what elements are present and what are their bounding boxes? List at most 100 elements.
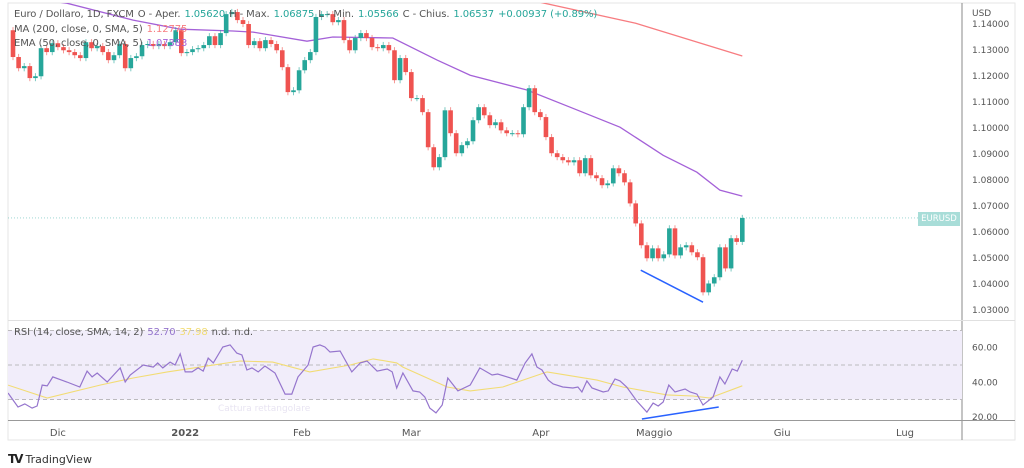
candle-body <box>498 122 504 131</box>
rsi-legend[interactable]: RSI (14, close, SMA, 14, 2) 52.70 37.98 n.d… <box>14 327 257 338</box>
candle-body <box>610 168 616 184</box>
candle-body <box>251 41 257 46</box>
candle-body <box>61 47 66 51</box>
time-tick-label: Giu <box>774 428 791 439</box>
candle-body <box>476 107 481 121</box>
candle-body <box>117 44 122 56</box>
rsi-tick-label: 20.00 <box>972 413 998 423</box>
time-tick-label: 2022 <box>171 428 199 439</box>
candle-body <box>627 182 633 204</box>
candle-body <box>437 157 442 168</box>
candle-body <box>308 52 313 61</box>
candle-body <box>268 40 274 45</box>
rsi-ma-line <box>8 358 743 399</box>
ma-legend[interactable]: MA (200, close, 0, SMA, 5) 1.12775 <box>14 24 191 35</box>
candle-body <box>190 49 195 53</box>
candle-body <box>207 36 212 46</box>
tradingview-logo[interactable]: TV TradingView <box>8 452 92 466</box>
candle-body <box>470 120 476 142</box>
candle-body <box>263 40 268 49</box>
time-axis[interactable]: Dic 2022 Feb Mar Apr Maggio Giu Lug <box>50 428 914 439</box>
candle-body <box>448 110 453 134</box>
candle-body <box>706 283 711 293</box>
rsi-nd-2: n.d. <box>234 327 253 338</box>
candle-body <box>622 173 627 183</box>
price-tick-label: 1.07000 <box>972 202 1009 212</box>
candle-body <box>392 50 397 81</box>
candle-body <box>616 168 622 174</box>
rsi-tick-label: 60.00 <box>972 344 998 354</box>
price-tick-label: 1.13000 <box>972 46 1009 56</box>
ma-value: 1.12775 <box>146 24 188 35</box>
candle-body <box>369 38 375 48</box>
candle-body <box>571 160 577 163</box>
high-label: H - Max. <box>229 9 270 20</box>
close-label: C - Chius. <box>402 9 450 20</box>
candle-body <box>453 133 459 154</box>
candle-body <box>94 46 100 49</box>
candle-body <box>324 14 330 16</box>
candle-body <box>38 48 44 77</box>
price-tick-label: 1.08000 <box>972 176 1009 186</box>
candle-body <box>279 50 285 68</box>
time-tick-label: Maggio <box>636 428 672 439</box>
symbol-legend[interactable]: Euro / Dollaro, 1D, FXCM O - Aper. 1.05620… <box>14 9 601 20</box>
time-tick-label: Dic <box>50 428 66 439</box>
candle-body <box>352 38 358 51</box>
rsi-divergence-line[interactable] <box>641 406 719 420</box>
candle-body <box>33 76 38 79</box>
candle-body <box>655 248 661 259</box>
time-tick-label: Lug <box>896 428 914 439</box>
rsi-axis[interactable]: 60.00 40.00 20.00 <box>972 344 998 423</box>
candle-body <box>156 44 162 47</box>
low-label: L - Min. <box>318 9 354 20</box>
candle-body <box>223 14 229 34</box>
candle-body <box>481 107 487 116</box>
candle-body <box>577 160 582 174</box>
open-value: 1.05620 <box>184 9 226 20</box>
candle-body <box>89 42 94 49</box>
candle-body <box>212 36 218 46</box>
rectangle-capture-hint: Cattura rettangolare <box>218 404 311 414</box>
candle-body <box>179 30 184 54</box>
candle-body <box>532 88 538 113</box>
candle-body <box>431 147 437 168</box>
candle-body <box>302 60 308 71</box>
candle-body <box>336 20 341 23</box>
candle-body <box>560 157 566 161</box>
candle-body <box>465 141 470 146</box>
candle-body <box>667 228 672 255</box>
open-label: O - Aper. <box>137 9 181 20</box>
candle-body <box>122 44 128 69</box>
candle-body <box>717 247 723 278</box>
candle-body <box>240 20 246 24</box>
high-value: 1.06875 <box>273 9 315 20</box>
candle-body <box>695 252 700 258</box>
change-value: +0.00937 (+0.89%) <box>498 9 598 20</box>
candle-body <box>134 56 139 59</box>
candle-body <box>10 30 16 58</box>
ema-legend[interactable]: EMA (50, close, 0, SMA, 5) 1.07383 <box>14 38 191 49</box>
candle-body <box>16 57 21 69</box>
candle-body <box>83 42 89 59</box>
tradingview-icon: TV <box>8 452 24 466</box>
candle-body <box>588 158 594 176</box>
price-tick-label: 1.10000 <box>972 124 1009 134</box>
candle-body <box>689 245 695 253</box>
candle-body <box>414 98 420 100</box>
price-divergence-line[interactable] <box>640 269 704 303</box>
candle-body <box>661 254 667 259</box>
symbol-price-tag: EURUSD <box>918 212 960 226</box>
candle-body <box>380 45 386 49</box>
candle-body <box>734 238 739 242</box>
candle-body <box>409 72 414 99</box>
candle-body <box>700 257 706 293</box>
candle-body <box>21 66 27 69</box>
candle-body <box>111 55 117 61</box>
price-axis[interactable]: 1.14000 1.13000 1.12000 1.11000 1.10000 1.090… <box>972 20 1009 316</box>
time-tick-label: Apr <box>532 428 550 439</box>
price-tick-label: 1.14000 <box>972 20 1009 30</box>
candle-body <box>330 14 336 23</box>
candle-body <box>201 45 207 49</box>
